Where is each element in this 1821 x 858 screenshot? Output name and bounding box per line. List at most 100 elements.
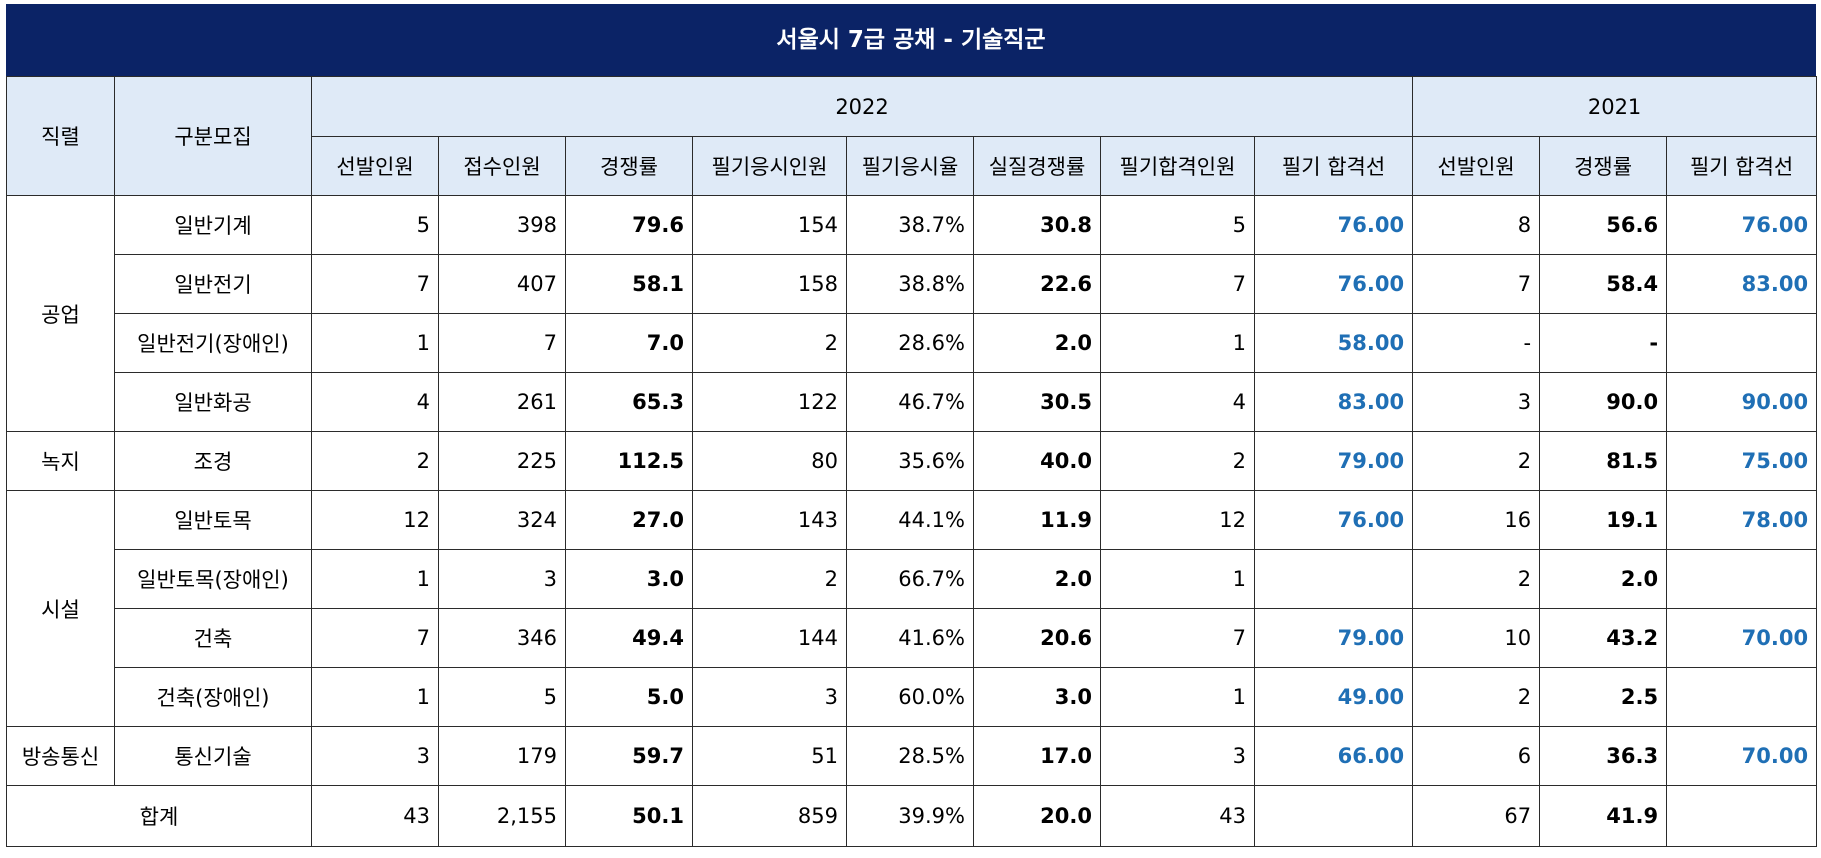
value-cell: 80 bbox=[692, 431, 847, 491]
value-cell: 2 bbox=[692, 549, 847, 609]
value-cell: 38.8% bbox=[846, 254, 974, 314]
table-row: 방송통신 통신기술 3 179 59.7 51 28.5% 17.0 3 66.00 6 36.3 70… bbox=[6, 726, 1818, 786]
value-cell: 1 bbox=[1100, 667, 1255, 727]
value-cell: 12 bbox=[311, 490, 439, 550]
header-subgroup: 구분모집 bbox=[114, 76, 312, 196]
total-value-cell: 50.1 bbox=[565, 785, 693, 847]
value-cell bbox=[1253, 549, 1414, 609]
subgroup-cell: 건축(장애인) bbox=[114, 667, 312, 727]
value-cell: 3.0 bbox=[973, 667, 1101, 727]
value-cell: 11.9 bbox=[973, 490, 1101, 550]
value-cell: 51 bbox=[692, 726, 847, 786]
total-value-cell: 39.9% bbox=[846, 785, 974, 847]
recruitment-table: 직렬 구분모집 2022 2021 선발인원 접수인원 경쟁률 필기응시인원 필… bbox=[6, 76, 1818, 847]
value-cell: 4 bbox=[1100, 372, 1255, 432]
table-body: 공업 일반기계 5 398 79.6 154 38.7% 30.8 5 76.00 8 56.6 76.… bbox=[6, 195, 1818, 847]
value-cell: 40.0 bbox=[973, 431, 1101, 491]
subgroup-cell: 일반화공 bbox=[114, 372, 312, 432]
data-table-container: 서울시 7급 공채 - 기술직군 직렬 구분모집 2022 2021 선발인원 … bbox=[6, 4, 1818, 847]
value-cell: 179 bbox=[438, 726, 566, 786]
table-row: 일반전기 7 407 58.1 158 38.8% 22.6 7 76.00 7 58.4 83.00 bbox=[7, 254, 1818, 314]
value-cell: 79.6 bbox=[565, 195, 693, 255]
value-cell: 7 bbox=[1412, 254, 1541, 314]
value-cell: 49.4 bbox=[565, 608, 693, 668]
value-cell: 1 bbox=[311, 549, 439, 609]
header-col-2021: 선발인원 bbox=[1412, 136, 1541, 196]
header-col-2022: 경쟁률 bbox=[565, 136, 693, 196]
subgroup-cell: 일반토목(장애인) bbox=[114, 549, 312, 609]
header-year-2022: 2022 bbox=[310, 76, 1414, 137]
value-cell: 7 bbox=[1100, 608, 1255, 668]
subgroup-cell: 통신기술 bbox=[114, 726, 312, 786]
total-value-cell: 41.9 bbox=[1539, 785, 1668, 847]
value-cell: 2.0 bbox=[973, 549, 1101, 609]
value-cell: 3.0 bbox=[565, 549, 693, 609]
value-cell: 3 bbox=[692, 667, 847, 727]
value-cell: 49.00 bbox=[1253, 667, 1414, 727]
value-cell: 20.6 bbox=[973, 608, 1101, 668]
header-col-2021: 필기 합격선 bbox=[1666, 136, 1818, 196]
value-cell: 7.0 bbox=[565, 313, 693, 373]
value-cell: 3 bbox=[1412, 372, 1541, 432]
value-cell: 30.8 bbox=[973, 195, 1101, 255]
value-cell: 81.5 bbox=[1539, 431, 1668, 491]
total-row: 합계 43 2,155 50.1 859 39.9% 20.0 43 67 41.9 bbox=[6, 785, 1818, 847]
value-cell: 83.00 bbox=[1666, 254, 1818, 314]
value-cell: 144 bbox=[692, 608, 847, 668]
value-cell: 56.6 bbox=[1539, 195, 1668, 255]
value-cell: 58.1 bbox=[565, 254, 693, 314]
value-cell: 17.0 bbox=[973, 726, 1101, 786]
value-cell: 12 bbox=[1100, 490, 1255, 550]
total-value-cell bbox=[1253, 785, 1414, 847]
value-cell: 5.0 bbox=[565, 667, 693, 727]
value-cell: 2 bbox=[1100, 431, 1255, 491]
value-cell: 59.7 bbox=[565, 726, 693, 786]
value-cell: 154 bbox=[692, 195, 847, 255]
value-cell: 2 bbox=[692, 313, 847, 373]
value-cell: 398 bbox=[438, 195, 566, 255]
value-cell: 7 bbox=[438, 313, 566, 373]
value-cell: 79.00 bbox=[1253, 431, 1414, 491]
value-cell: 346 bbox=[438, 608, 566, 668]
value-cell: 324 bbox=[438, 490, 566, 550]
value-cell: 2 bbox=[1412, 431, 1541, 491]
value-cell: 2 bbox=[1412, 549, 1541, 609]
value-cell: 407 bbox=[438, 254, 566, 314]
group-cell: 공업 bbox=[6, 195, 115, 432]
value-cell: 76.00 bbox=[1253, 490, 1414, 550]
value-cell: 83.00 bbox=[1253, 372, 1414, 432]
total-value-cell: 67 bbox=[1412, 785, 1541, 847]
table-row: 공업 일반기계 5 398 79.6 154 38.7% 30.8 5 76.00 8 56.6 76.… bbox=[6, 195, 1818, 432]
value-cell: 2 bbox=[1412, 667, 1541, 727]
value-cell: 2.0 bbox=[973, 313, 1101, 373]
value-cell: 46.7% bbox=[846, 372, 974, 432]
value-cell: 28.6% bbox=[846, 313, 974, 373]
value-cell: 35.6% bbox=[846, 431, 974, 491]
value-cell: 78.00 bbox=[1666, 490, 1818, 550]
header-col-2022: 선발인원 bbox=[311, 136, 439, 196]
value-cell: 76.00 bbox=[1253, 254, 1414, 314]
value-cell: 66.00 bbox=[1253, 726, 1414, 786]
subgroup-cell: 건축 bbox=[114, 608, 312, 668]
value-cell: 2.0 bbox=[1539, 549, 1668, 609]
value-cell bbox=[1666, 549, 1818, 609]
header-col-2022: 필기응시인원 bbox=[692, 136, 847, 196]
table-row: 시설 일반토목 12 324 27.0 143 44.1% 11.9 12 76.00 16 19.1… bbox=[6, 490, 1818, 727]
value-cell: 76.00 bbox=[1666, 195, 1818, 255]
value-cell: 66.7% bbox=[846, 549, 974, 609]
table-row: 일반전기(장애인) 1 7 7.0 2 28.6% 2.0 1 58.00- - bbox=[7, 313, 1818, 373]
group-cell: 방송통신 bbox=[6, 726, 115, 786]
header-col-2022: 필기 합격선 bbox=[1253, 136, 1414, 196]
value-cell: 70.00 bbox=[1666, 608, 1818, 668]
value-cell: 261 bbox=[438, 372, 566, 432]
total-value-cell: 20.0 bbox=[973, 785, 1101, 847]
table-row: 건축 7 346 49.4 144 41.6% 20.6 7 79.00 10 43.2 70.00 bbox=[7, 608, 1818, 668]
value-cell: 6 bbox=[1412, 726, 1541, 786]
value-cell: 90.00 bbox=[1666, 372, 1818, 432]
header-col-2022: 필기응시율 bbox=[846, 136, 974, 196]
value-cell bbox=[1666, 667, 1818, 727]
total-label: 합계 bbox=[6, 785, 312, 847]
value-cell: 27.0 bbox=[565, 490, 693, 550]
header-group: 직렬 bbox=[6, 76, 115, 196]
value-cell: 225 bbox=[438, 431, 566, 491]
